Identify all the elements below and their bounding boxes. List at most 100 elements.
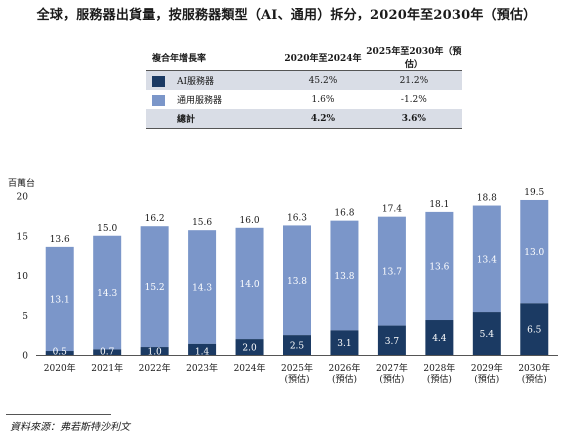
x-tick-label: (預估): [284, 373, 309, 385]
data-label-ai: 0.7: [100, 348, 115, 358]
x-tick-label: (預估): [379, 373, 404, 385]
cagr-table-header: 複合年增長率 2020年至2024年 2025年至2030年（預估）: [146, 44, 462, 71]
y-tick-label: 10: [17, 272, 29, 282]
bar-ai-segment: [283, 335, 311, 355]
x-tick-label: 2020年: [44, 362, 76, 374]
cagr-header-period1: 2020年至2024年: [280, 44, 366, 71]
chart-title: 全球，服務器出貨量，按服務器類型（AI、通用）拆分，2020年至2030年（預估…: [36, 8, 537, 23]
data-label-total: 16.0: [240, 216, 260, 226]
data-label-total: 16.3: [287, 213, 307, 223]
bar-general-segment: [93, 235, 122, 350]
data-label-total: 19.5: [524, 188, 544, 198]
data-label-general: 13.0: [524, 248, 544, 258]
x-tick-label: 2023年: [186, 362, 218, 374]
cagr-row-general: 通用服務器 1.6% -1.2%: [146, 90, 462, 109]
cagr-header-label: 複合年增長率: [146, 44, 281, 71]
bar-general-segment: [283, 225, 311, 336]
x-tick-label: 2022年: [139, 362, 171, 374]
data-label-total: 16.2: [145, 214, 165, 224]
bar-ai-segment: [188, 343, 217, 355]
data-label-ai: 0.5: [53, 348, 68, 358]
cagr-row-general-v2: -1.2%: [400, 94, 427, 105]
cagr-row-total: 總計 4.2% 3.6%: [146, 109, 462, 129]
cagr-row-ai-v2: 21.2%: [365, 70, 462, 90]
bar-ai-segment: [520, 303, 549, 355]
cagr-row-ai-label: AI服務器: [177, 77, 215, 87]
bar-ai-segment: [425, 320, 454, 355]
bar-ai-segment: [235, 339, 264, 355]
bar-ai-segment: [140, 347, 169, 355]
cagr-row-ai-v1: 45.2%: [280, 70, 366, 90]
y-tick-label: 20: [17, 193, 29, 203]
x-tick-label: 2026年: [329, 362, 361, 374]
bar-ai-segment: [45, 351, 74, 355]
y-axis-unit-label: 百萬台: [8, 179, 36, 189]
x-tick-label: (預估): [332, 373, 357, 385]
general-legend-swatch: [152, 95, 165, 106]
cagr-row-total-label: 總計: [146, 109, 281, 129]
cagr-row-ai: AI服務器 45.2% 21.2%: [146, 70, 462, 90]
data-label-ai: 4.4: [432, 334, 447, 344]
bar-general-segment: [425, 211, 454, 321]
data-label-total: 18.1: [429, 200, 449, 210]
bar-ai-segment: [472, 312, 501, 355]
source-divider: [6, 414, 111, 415]
data-label-total: 16.8: [334, 209, 354, 219]
data-label-ai: 6.5: [527, 326, 542, 336]
x-tick-label: (預估): [427, 373, 452, 385]
data-label-total: 15.0: [97, 224, 117, 234]
data-label-total: 18.8: [477, 194, 497, 204]
cagr-row-total-v2: 3.6%: [365, 109, 462, 129]
cagr-table: 複合年增長率 2020年至2024年 2025年至2030年（預估） AI服務器…: [146, 44, 462, 129]
data-label-ai: 2.0: [242, 344, 257, 354]
data-label-ai: 1.4: [195, 348, 210, 358]
source-note: 資料來源：弗若斯特沙利文: [10, 422, 130, 433]
data-label-ai: 2.5: [290, 342, 305, 352]
data-label-general: 13.6: [429, 262, 449, 272]
ai-legend-swatch: [152, 76, 165, 87]
data-label-general: 13.8: [334, 272, 354, 282]
bar-general-segment: [140, 226, 169, 348]
data-label-total: 15.6: [192, 218, 212, 228]
data-label-general: 14.0: [240, 280, 260, 290]
bar-ai-segment: [377, 325, 406, 355]
cagr-header-period2: 2025年至2030年（預估）: [365, 44, 462, 71]
data-label-general: 13.7: [382, 268, 402, 278]
x-tick-label: 2027年: [376, 362, 408, 374]
data-label-ai: 5.4: [480, 330, 495, 340]
x-tick-label: 2029年: [471, 362, 503, 374]
x-tick-label: 2024年: [234, 362, 266, 374]
x-tick-label: 2028年: [423, 362, 455, 374]
cagr-row-total-v1: 4.2%: [280, 109, 366, 129]
bar-general-segment: [377, 216, 406, 326]
y-tick-label: 0: [22, 352, 28, 362]
x-tick-label: 2030年: [518, 362, 550, 374]
data-label-general: 13.8: [287, 277, 307, 287]
data-label-ai: 1.0: [147, 348, 162, 358]
data-label-general: 14.3: [97, 289, 117, 299]
y-tick-label: 5: [22, 312, 28, 322]
data-label-general: 13.4: [477, 255, 497, 265]
data-label-ai: 3.1: [337, 339, 351, 349]
data-label-total: 17.4: [382, 205, 402, 215]
bar-general-segment: [188, 230, 217, 344]
bar-general-segment: [235, 227, 264, 340]
bar-general-segment: [330, 220, 359, 331]
bar-general-segment: [520, 199, 549, 304]
bar-ai-segment: [330, 330, 359, 355]
data-label-general: 13.1: [50, 295, 70, 305]
x-tick-label: 2021年: [91, 362, 123, 374]
y-tick-label: 15: [17, 232, 29, 242]
data-label-general: 14.3: [192, 284, 212, 294]
cagr-row-general-label: 通用服務器: [177, 96, 223, 106]
data-label-ai: 3.7: [385, 337, 400, 347]
bar-general-segment: [472, 205, 501, 313]
x-tick-label: 2025年: [281, 362, 313, 374]
x-tick-label: (預估): [474, 373, 499, 385]
data-label-total: 13.6: [50, 235, 70, 245]
bar-ai-segment: [93, 349, 122, 355]
data-label-general: 15.2: [145, 283, 165, 293]
bar-general-segment: [45, 246, 74, 352]
cagr-row-general-v1: 1.6%: [311, 94, 335, 105]
